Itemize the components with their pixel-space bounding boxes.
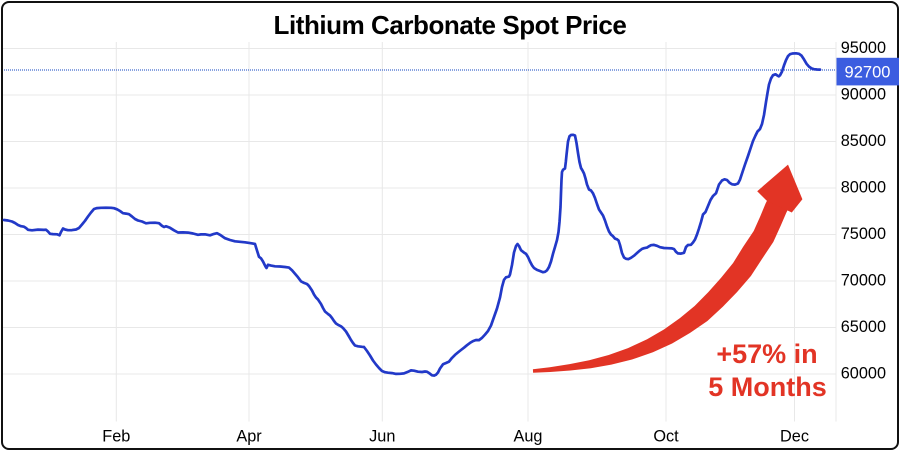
svg-text:90000: 90000: [841, 85, 886, 103]
svg-text:95000: 95000: [841, 39, 886, 57]
svg-text:Dec: Dec: [780, 428, 809, 446]
svg-text:75000: 75000: [841, 225, 886, 243]
svg-text:80000: 80000: [841, 178, 886, 196]
svg-text:+57% in: +57% in: [716, 339, 817, 369]
svg-text:Feb: Feb: [102, 428, 130, 446]
svg-text:Oct: Oct: [653, 428, 679, 446]
svg-text:65000: 65000: [841, 318, 886, 336]
svg-text:Aug: Aug: [514, 428, 543, 446]
svg-text:60000: 60000: [841, 364, 886, 382]
svg-text:92700: 92700: [845, 64, 891, 82]
svg-text:85000: 85000: [841, 132, 886, 150]
svg-text:5 Months: 5 Months: [708, 372, 827, 402]
svg-text:Apr: Apr: [236, 428, 262, 446]
svg-text:Jun: Jun: [369, 428, 395, 446]
svg-text:70000: 70000: [841, 271, 886, 289]
